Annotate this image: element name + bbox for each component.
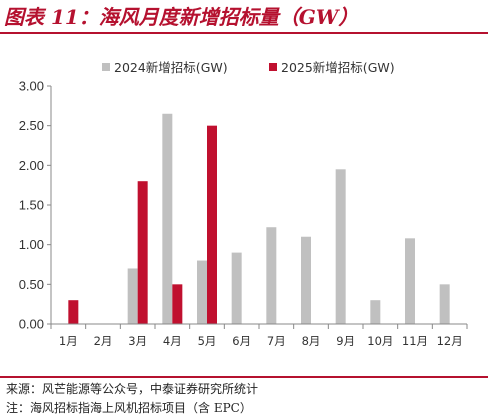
- bar-2024-8: [301, 236, 311, 324]
- y-tick-label: 2.00: [19, 158, 44, 173]
- x-tick-label: 2月: [94, 334, 113, 348]
- x-tick-label: 11月: [402, 334, 428, 348]
- x-tick-label: 3月: [128, 334, 147, 348]
- x-tick-label: 10月: [367, 334, 393, 348]
- legend-label-2024: 2024新增招标(GW): [114, 60, 228, 75]
- chart-legend: 2024新增招标(GW) 2025新增招标(GW): [102, 60, 395, 75]
- bar-2024-6: [231, 252, 242, 324]
- bar-2024-5: [197, 260, 207, 324]
- x-tick-label: 8月: [302, 334, 321, 348]
- x-tick-label: 9月: [336, 334, 355, 348]
- x-tick-label: 7月: [267, 334, 286, 348]
- bar-2024-7: [266, 227, 277, 324]
- figure-title: 图表 11：海风月度新增招标量（GW）: [0, 0, 488, 34]
- series-2025-bars: [68, 125, 217, 325]
- y-tick-label: 3.00: [19, 79, 44, 94]
- bar-2024-11: [405, 238, 415, 324]
- bar-2024-10: [370, 300, 381, 324]
- y-tick-label: 1.50: [19, 198, 44, 213]
- bar-2025-5: [207, 125, 217, 325]
- bar-2024-4: [162, 113, 173, 325]
- bar-chart: 2024新增招标(GW) 2025新增招标(GW) 0.00 0.50 1.00 1.…: [19, 60, 468, 348]
- x-tick-label: 5月: [198, 334, 217, 348]
- x-axis: 1月 2月 3月 4月 5月 6月 7月 8月 9月 10月 11月 12月: [50, 323, 468, 348]
- x-tick-label: 4月: [163, 334, 182, 348]
- bar-2025-4: [172, 284, 183, 324]
- bar-2024-12: [439, 284, 450, 324]
- legend-swatch-2025: [269, 63, 277, 71]
- y-tick-label: 2.50: [19, 118, 44, 133]
- bar-2025-3: [137, 181, 148, 324]
- x-tick-label: 1月: [59, 334, 78, 348]
- x-tick-label: 6月: [232, 334, 251, 348]
- bar-2025-1: [68, 300, 79, 324]
- legend-swatch-2024: [102, 63, 110, 71]
- bar-2024-9: [335, 169, 346, 324]
- bar-2024-3: [127, 268, 138, 324]
- y-axis: 0.00 0.50 1.00 1.50 2.00 2.50 3.00: [19, 79, 52, 332]
- source-note: 来源：风芒能源等公众号，中泰证券研究所统计: [6, 382, 259, 396]
- footnote: 注：海风招标指海上风机招标项目（含 EPC）: [6, 401, 252, 415]
- legend-label-2025: 2025新增招标(GW): [281, 60, 395, 75]
- figure-footer: 来源：风芒能源等公众号，中泰证券研究所统计 注：海风招标指海上风机招标项目（含 …: [0, 376, 488, 418]
- series-2024-bars: [127, 113, 450, 325]
- y-tick-label: 0.50: [19, 277, 44, 292]
- y-tick-label: 0.00: [19, 317, 44, 332]
- x-tick-label: 12月: [437, 334, 463, 348]
- y-tick-label: 1.00: [19, 237, 44, 252]
